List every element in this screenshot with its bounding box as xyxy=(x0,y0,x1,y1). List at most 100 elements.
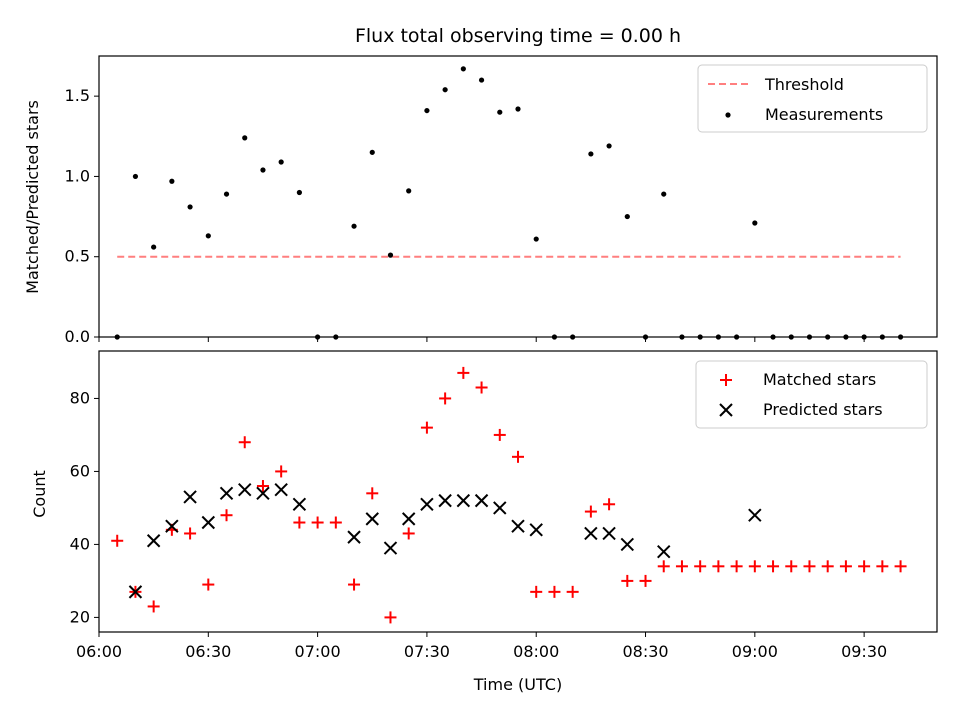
predicted-star-stroke-b xyxy=(401,512,416,526)
matched-star-point xyxy=(493,428,506,441)
predicted-star-stroke-b xyxy=(529,523,543,537)
x-tick-label: 06:30 xyxy=(185,642,231,661)
matched-star-point xyxy=(748,560,761,573)
bottom-plot-area: 20 40 60 80 06:00 06:30 07:00 07:30 08:00 08:30 09… xyxy=(70,366,907,661)
bottom-y-axis-label: Count xyxy=(30,470,49,518)
measurement-point xyxy=(661,191,667,197)
measurement-point xyxy=(497,109,503,115)
matched-star-point xyxy=(675,560,688,573)
measurement-point xyxy=(132,173,139,180)
predicted-star-stroke-b xyxy=(219,486,234,501)
bottom-legend-matched-swatch xyxy=(720,374,732,386)
predicted-star-stroke-b xyxy=(146,534,161,548)
matched-star-point xyxy=(821,560,834,573)
matched-star-point xyxy=(366,487,379,500)
x-tick-label: 07:30 xyxy=(404,642,450,661)
predicted-star-point xyxy=(383,541,398,555)
predicted-star-stroke-b xyxy=(493,501,507,515)
predicted-star-point xyxy=(474,493,489,508)
measurement-point xyxy=(606,143,612,149)
matched-star-point xyxy=(275,465,288,478)
measurement-point xyxy=(187,204,193,210)
predicted-star-point xyxy=(292,497,307,511)
matched-star-point xyxy=(639,574,652,587)
matched-star-point xyxy=(530,585,543,598)
predicted-star-stroke-b xyxy=(238,482,252,497)
matched-star-point xyxy=(293,516,306,529)
predicted-star-point xyxy=(365,512,379,526)
bottom-y-tick-label: 40 xyxy=(70,534,90,553)
matched-star-point xyxy=(184,527,197,540)
predicted-star-stroke-b xyxy=(347,530,361,544)
measurement-point xyxy=(223,191,230,197)
top-y-tick-label: 0.0 xyxy=(65,327,90,346)
predicted-star-point xyxy=(456,493,471,508)
matched-star-point xyxy=(256,480,269,493)
predicted-star-point xyxy=(420,497,434,511)
predicted-star-point xyxy=(748,508,762,522)
predicted-star-point xyxy=(165,519,179,533)
matched-star-point xyxy=(876,560,889,573)
top-chart-title: Flux total observing time = 0.00 h xyxy=(355,25,681,47)
predicted-star-point xyxy=(256,486,270,501)
top-plot-area: 0.0 0.5 1.0 1.5 xyxy=(65,66,904,346)
measurement-point xyxy=(242,135,248,141)
top-legend-measurements-label: Measurements xyxy=(765,105,883,124)
top-legend-threshold-label: Threshold xyxy=(764,75,844,94)
predicted-star-stroke-b xyxy=(438,493,452,508)
predicted-star-stroke-b xyxy=(128,585,143,599)
predicted-star-stroke-b xyxy=(657,545,671,559)
measurement-point xyxy=(296,189,302,196)
bottom-legend: Matched stars Predicted stars xyxy=(695,360,928,429)
measurement-point xyxy=(460,66,466,72)
predicted-star-stroke-b xyxy=(456,493,471,508)
measurement-point xyxy=(624,213,630,220)
matched-star-point xyxy=(894,560,907,573)
predicted-star-point xyxy=(347,530,361,544)
matched-star-point xyxy=(584,505,597,518)
predicted-star-stroke-b xyxy=(383,541,398,555)
bottom-y-tick-label: 20 xyxy=(70,607,90,626)
top-y-tick-label: 0.5 xyxy=(65,247,90,266)
matched-star-point xyxy=(603,498,616,511)
matched-star-point xyxy=(548,585,561,598)
matched-star-point xyxy=(457,366,470,379)
matched-star-point xyxy=(384,611,397,624)
predicted-star-point xyxy=(201,515,216,530)
predicted-star-stroke-b xyxy=(420,497,434,511)
bottom-legend-predicted-swatch xyxy=(719,403,733,417)
matched-star-point xyxy=(858,560,871,573)
measurement-point xyxy=(169,178,175,184)
matched-star-point xyxy=(566,585,579,598)
predicted-star-point xyxy=(438,493,452,508)
measurement-point xyxy=(424,107,430,114)
matched-star-point xyxy=(694,560,707,573)
matched-star-point xyxy=(767,560,780,573)
predicted-star-point xyxy=(238,482,252,497)
predicted-star-stroke-b xyxy=(292,497,307,511)
matched-star-point xyxy=(657,560,670,573)
predicted-star-stroke-b xyxy=(201,515,216,530)
predicted-star-point xyxy=(401,512,416,526)
predicted-star-stroke-b xyxy=(748,508,762,522)
predicted-star-stroke-b xyxy=(584,526,598,541)
matched-star-point xyxy=(329,516,342,529)
matched-star-point xyxy=(202,578,215,591)
predicted-star-point xyxy=(657,545,671,559)
matched-star-point xyxy=(439,392,452,405)
bottom-legend-predicted-label: Predicted stars xyxy=(763,400,883,419)
matched-star-point xyxy=(785,560,798,573)
predicted-star-point xyxy=(602,526,616,541)
measurement-point xyxy=(387,252,394,258)
predicted-star-stroke-b xyxy=(511,519,525,533)
x-axis-label: Time (UTC) xyxy=(473,675,562,694)
measurement-point xyxy=(278,159,284,165)
bottom-legend-matched-label: Matched stars xyxy=(763,370,876,389)
matched-star-point xyxy=(220,509,233,522)
measurement-point xyxy=(351,223,357,229)
x-tick-label: 08:30 xyxy=(622,642,668,661)
matched-star-point xyxy=(147,600,160,613)
x-tick-label: 07:00 xyxy=(295,642,341,661)
bottom-y-tick-label: 80 xyxy=(70,388,90,407)
